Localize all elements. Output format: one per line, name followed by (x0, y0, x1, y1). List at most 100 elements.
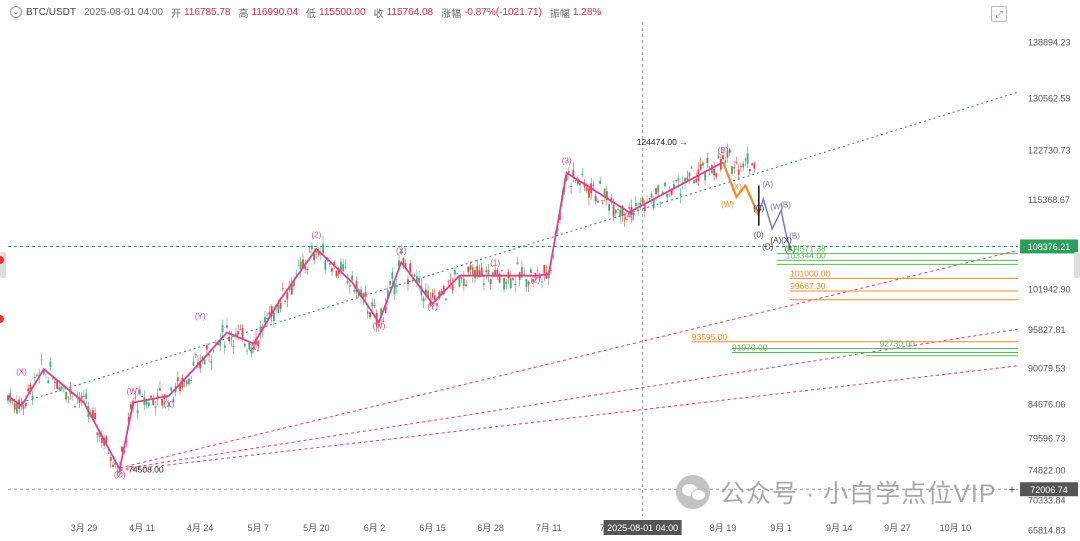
candle-body (331, 268, 333, 272)
candle-body (478, 270, 481, 278)
candle-body (188, 378, 190, 385)
candle-body (156, 395, 159, 398)
candle-body (317, 250, 320, 256)
candle-body (516, 262, 519, 265)
candle-body (230, 338, 233, 340)
wave-line-orange (722, 161, 760, 217)
candle-body (409, 263, 412, 273)
candle-body (152, 399, 155, 405)
candle-body (572, 170, 575, 178)
candle-body (197, 361, 199, 365)
candle-body (373, 304, 376, 306)
candle-body (543, 264, 546, 274)
candle-body (281, 288, 284, 290)
candle-body (322, 243, 324, 254)
y-tick-label: 130562.59 (1028, 93, 1071, 103)
candle-body (239, 329, 242, 331)
candle-body (226, 325, 228, 328)
candle-body (78, 399, 81, 403)
candle-body (7, 395, 9, 401)
candle-body (527, 281, 530, 285)
candle-body (621, 205, 624, 216)
candle-body (416, 276, 418, 283)
candle-body (13, 403, 16, 410)
candle-body (442, 285, 445, 295)
wave-label: (1) (490, 259, 500, 268)
candle-body (235, 333, 237, 336)
candle-body (677, 178, 680, 181)
level-label: 103344.00 (786, 250, 826, 260)
alert-marker-icon[interactable] (0, 256, 4, 264)
candle-body (328, 263, 331, 265)
candle-body (599, 180, 602, 185)
chevron-down-icon[interactable]: ⌄ (10, 6, 22, 18)
candle-body (534, 272, 537, 275)
candle-body (541, 281, 543, 283)
level-label: 101000.00 (790, 268, 830, 278)
symbol-label: BTC/USDT (26, 6, 76, 18)
candle-body (121, 446, 123, 452)
candle-body (538, 275, 541, 279)
candle-body (690, 167, 693, 169)
candle-body (172, 399, 175, 402)
candle-body (304, 266, 307, 270)
close-label: 收 (373, 8, 384, 20)
change-label: 涨幅 (441, 8, 462, 20)
amplitude-label: 振幅 (549, 8, 570, 20)
level-label: 104571.38 (786, 244, 826, 254)
wave-label: (W) (721, 200, 734, 209)
candle-body (315, 250, 318, 253)
candle-body (427, 290, 429, 299)
candle-body (228, 336, 231, 342)
candle-body (576, 178, 579, 184)
candle-body (159, 388, 161, 391)
candle-body (746, 153, 749, 164)
candle-body (297, 265, 300, 267)
crosshair-price-tag: 72006.74 (1030, 485, 1068, 495)
y-tick-label: 65814.83 (1028, 526, 1066, 536)
candle-body (65, 392, 67, 400)
candle-body (47, 380, 50, 384)
candle-body (666, 193, 669, 198)
current-price-tag: 108376.21 (1028, 242, 1071, 252)
candle-body (284, 300, 286, 302)
alert-marker-icon[interactable] (0, 315, 4, 323)
candle-body (751, 163, 753, 166)
candle-body (252, 346, 255, 350)
fullscreen-icon[interactable]: ⤢ (991, 6, 1007, 22)
candle-body (509, 278, 512, 289)
candle-body (223, 345, 226, 348)
left-scroll-handle[interactable] (0, 252, 6, 278)
candle-body (487, 269, 490, 275)
y-tick-label: 74822.00 (1028, 465, 1066, 475)
candle-body (33, 376, 36, 379)
x-tick-label: 6月 2 (364, 523, 386, 533)
wave-label: (0) (754, 231, 764, 240)
candle-body (717, 155, 720, 158)
candle-body (380, 308, 383, 318)
candle-body (670, 188, 673, 195)
right-scroll-handle[interactable] (1074, 252, 1080, 278)
candle-body (167, 403, 170, 407)
candle-body (243, 343, 246, 347)
level-label: 99667.30 (790, 281, 826, 291)
candle-body (612, 204, 615, 217)
candle-body (715, 173, 718, 177)
candle-body (659, 202, 662, 204)
candle-body (398, 260, 400, 267)
candle-body (728, 149, 731, 153)
candle-body (722, 155, 724, 160)
candle-body (170, 387, 173, 391)
candle-body (699, 163, 702, 170)
candle-body (299, 261, 302, 270)
candle-body (418, 278, 421, 283)
wave-label: (2) (311, 231, 321, 240)
candle-body (42, 370, 45, 374)
price-annotation: 124474.00 → (637, 137, 688, 147)
trendline-blue (16, 91, 1019, 405)
candle-body (491, 272, 494, 275)
candle-body (100, 437, 103, 443)
candle-body (601, 200, 604, 201)
